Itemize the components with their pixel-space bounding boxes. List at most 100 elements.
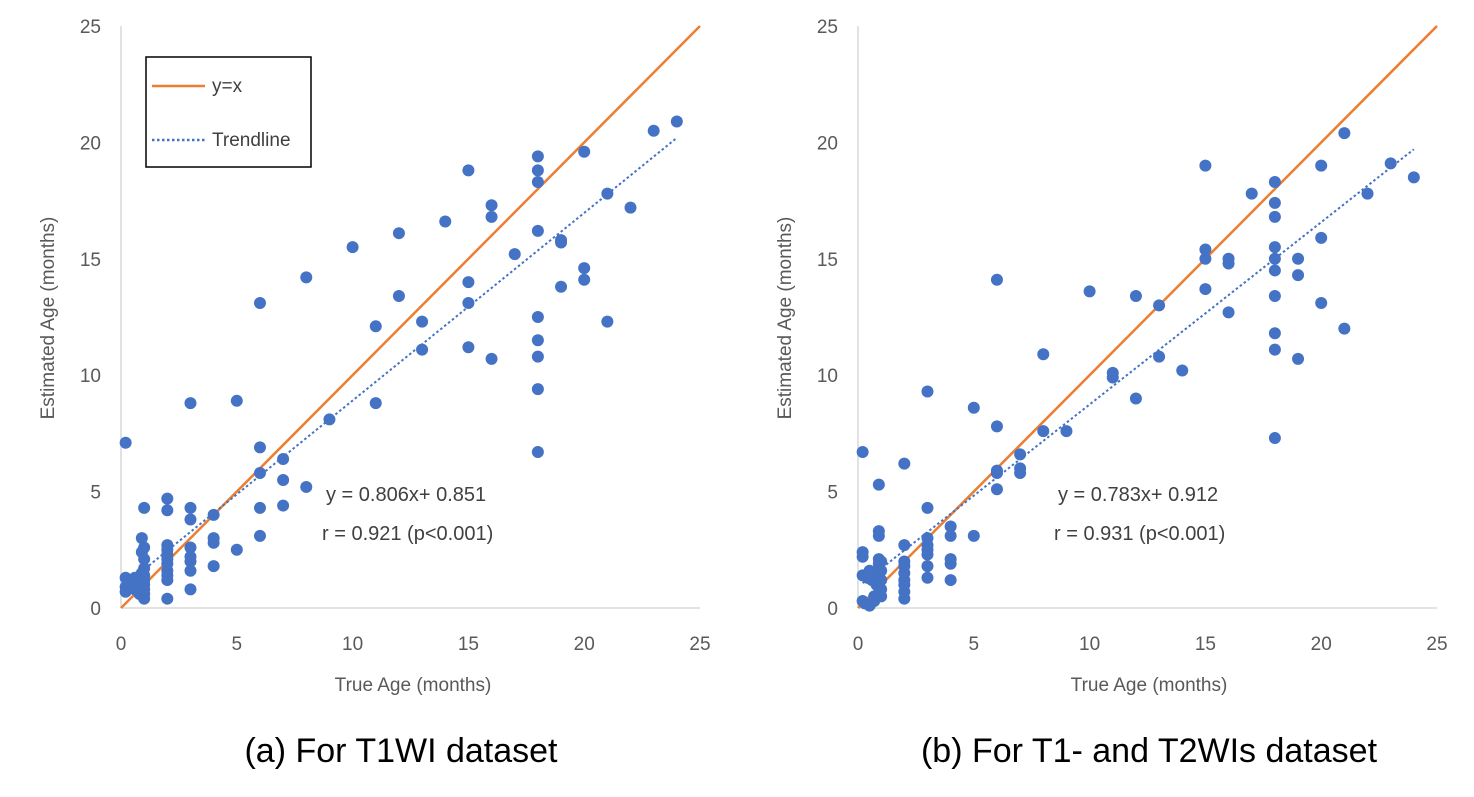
y-tick-label: 15 [817, 250, 838, 271]
data-point [531, 383, 544, 396]
data-point [161, 504, 174, 517]
data-point [944, 520, 957, 533]
data-point [1292, 352, 1305, 365]
data-point [1222, 257, 1235, 270]
data-point [531, 311, 544, 323]
data-point [578, 262, 591, 275]
y-tick-label: 10 [817, 366, 838, 387]
data-point [184, 501, 197, 514]
data-point [1037, 348, 1050, 361]
data-point [392, 227, 405, 240]
data-point [875, 574, 888, 587]
data-point [531, 164, 544, 177]
data-point [485, 210, 498, 223]
data-point [1268, 264, 1281, 277]
y-tick-label: 5 [90, 483, 101, 504]
x-axis-title: True Age (months) [1071, 675, 1228, 696]
data-point [1014, 466, 1027, 479]
data-point [875, 564, 888, 577]
data-point [863, 564, 876, 577]
data-point [253, 466, 266, 479]
legend-box [145, 56, 312, 168]
data-point [1199, 283, 1212, 296]
data-point [416, 343, 429, 356]
data-point [207, 536, 220, 549]
data-point [1129, 392, 1142, 405]
data-point [369, 397, 382, 410]
data-point [967, 401, 980, 414]
data-point [601, 315, 614, 328]
data-point [184, 555, 197, 568]
y-tick-label: 15 [80, 250, 101, 271]
data-point [624, 201, 637, 214]
data-point [230, 394, 243, 407]
data-point [161, 492, 174, 505]
data-point [277, 453, 290, 466]
data-point [300, 271, 313, 284]
data-point [898, 457, 911, 470]
data-point [856, 550, 869, 563]
data-point [555, 236, 568, 249]
data-point [392, 290, 405, 303]
data-point [531, 446, 544, 459]
data-point [462, 164, 475, 177]
data-point [647, 124, 660, 137]
y-tick-label: 20 [80, 133, 101, 154]
data-point [531, 350, 544, 363]
data-point [323, 413, 336, 426]
y-axis-title: Estimated Age (months) [38, 217, 59, 420]
y-tick-label: 0 [827, 599, 838, 620]
data-point [138, 541, 151, 554]
data-point [1245, 187, 1258, 200]
data-point [207, 560, 220, 573]
data-point [531, 224, 544, 237]
data-point [1129, 290, 1142, 303]
x-tick-label: 25 [689, 634, 710, 655]
data-point [990, 483, 1003, 496]
data-point [277, 473, 290, 486]
data-point [253, 501, 266, 514]
x-tick-label: 5 [969, 634, 980, 655]
x-tick-label: 15 [1195, 634, 1216, 655]
legend-identity-label: y=x [212, 76, 243, 97]
data-point [1315, 297, 1328, 310]
x-tick-label: 25 [1426, 634, 1447, 655]
data-point [967, 529, 980, 542]
data-point [944, 574, 957, 587]
data-point [462, 297, 475, 310]
data-point [555, 280, 568, 293]
data-point [416, 315, 429, 328]
data-point [1292, 252, 1305, 265]
data-point [921, 501, 934, 514]
data-point [485, 199, 498, 212]
data-point [1338, 322, 1351, 335]
identity-line [857, 25, 1438, 609]
data-point [138, 553, 151, 566]
data-point [1407, 171, 1420, 184]
data-point [1384, 157, 1397, 170]
data-point [1268, 290, 1281, 303]
data-point [1153, 299, 1166, 312]
data-point [184, 564, 197, 577]
data-point [138, 592, 151, 605]
data-point [578, 145, 591, 158]
data-point [601, 187, 614, 200]
scatter-chart-t1wi: 0 5 10 15 20 25 0 5 10 15 20 25 y = 0.806x+ 0.851 r… [38, 17, 711, 770]
data-point [1268, 241, 1281, 254]
data-point [1222, 306, 1235, 319]
data-point [921, 548, 934, 561]
data-point [1268, 327, 1281, 340]
data-point [1199, 159, 1212, 172]
data-point [1199, 252, 1212, 265]
trendline-equation: y = 0.806x+ 0.851 [326, 484, 486, 506]
x-tick-label: 15 [458, 634, 479, 655]
y-tick-label: 25 [817, 17, 838, 38]
data-point [1176, 364, 1189, 377]
data-point [990, 420, 1003, 433]
chart-caption: (a) For T1WI dataset [244, 732, 558, 770]
data-point [1268, 196, 1281, 209]
x-tick-label: 0 [853, 634, 864, 655]
data-point [346, 241, 359, 254]
data-point [230, 543, 243, 556]
